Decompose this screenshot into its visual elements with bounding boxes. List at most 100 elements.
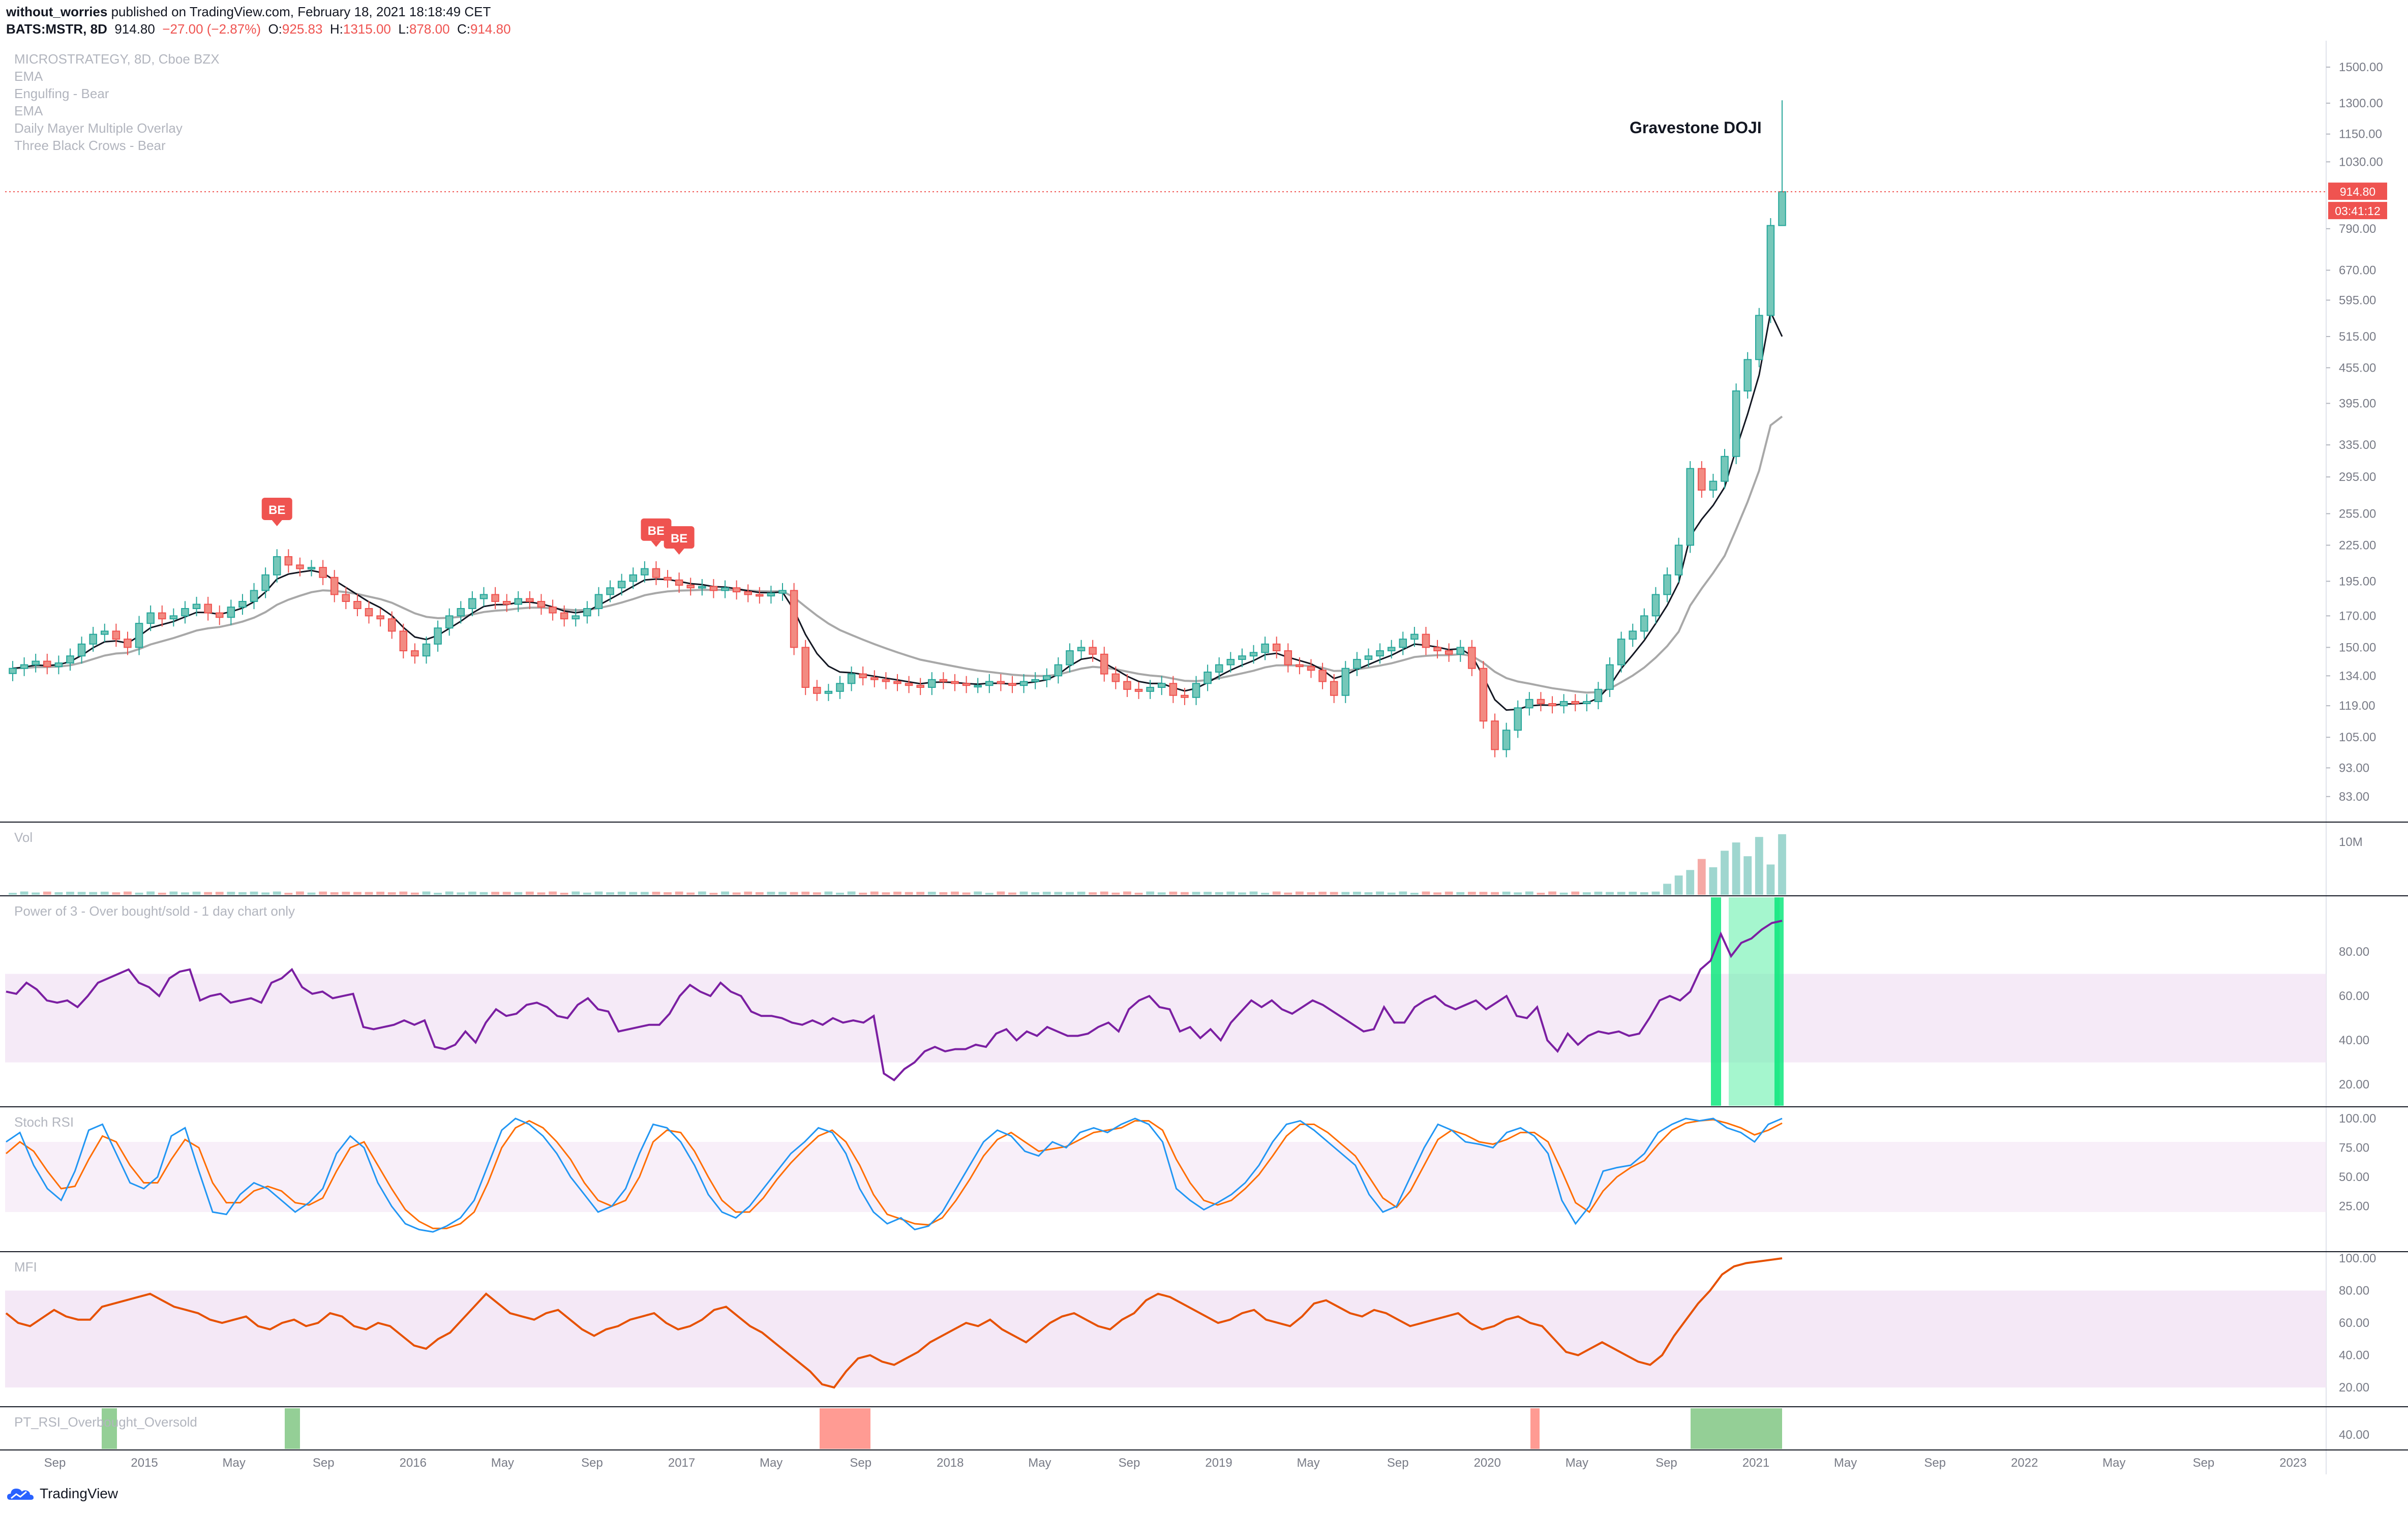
candle-body [1307, 666, 1315, 671]
volume-bar [399, 891, 408, 895]
volume-bar [1686, 870, 1695, 895]
volume-bar [847, 891, 856, 895]
volume-bar [1548, 891, 1556, 895]
tradingview-logo[interactable]: TradingView [6, 1485, 118, 1503]
candle-body [387, 618, 396, 632]
volume-bar [640, 892, 649, 895]
volume-bar [1077, 891, 1086, 895]
volume-bar [1284, 892, 1292, 895]
volume-bar [1640, 892, 1648, 895]
candle-body [1778, 191, 1786, 226]
candle-body [1134, 688, 1143, 692]
volume-bar [1571, 891, 1580, 895]
candle-body [479, 594, 488, 599]
time-tick-label: 2017 [668, 1456, 695, 1470]
price-axis[interactable]: 914.80 03:41:12 1500.00 1300.00 1150.00 1030.… [2326, 60, 2387, 1442]
open-value: 925.83 [282, 21, 323, 37]
volume-bar [238, 892, 247, 895]
volume-bar [606, 892, 614, 895]
candle-body [617, 581, 626, 589]
volume-bar [77, 892, 86, 895]
last-price: 914.80 [114, 21, 155, 37]
volume-pane[interactable] [9, 834, 1786, 895]
time-tick-label: Sep [1656, 1456, 1677, 1470]
time-tick-label: Sep [44, 1456, 66, 1470]
candle-body [549, 607, 557, 614]
volume-bar [434, 893, 442, 895]
candle-body [181, 608, 189, 617]
candle-body [1238, 655, 1246, 660]
candle-body [43, 660, 51, 668]
time-tick-label: Sep [313, 1456, 335, 1470]
volume-bar [1307, 892, 1315, 895]
mfi-pane[interactable] [5, 1257, 2326, 1389]
price-pane[interactable]: BE BE BE Gravestone DOJI [5, 100, 2326, 758]
volume-bar [836, 892, 844, 895]
legend-item: Daily Mayer Multiple Overlay [14, 120, 183, 136]
candle-body [1353, 659, 1361, 669]
be-signal-pointer [674, 549, 684, 555]
volume-bar [169, 891, 178, 895]
volume-bar [1134, 892, 1143, 895]
volume-bar [1559, 892, 1568, 895]
be-signal-box [261, 497, 292, 520]
time-tick-label: May [222, 1456, 245, 1470]
candle-body [1456, 647, 1465, 655]
time-tick-label: 2016 [400, 1456, 427, 1470]
volume-bar [445, 891, 454, 895]
volume-bar [365, 892, 373, 895]
volume-bar [1444, 891, 1453, 895]
legend-item: Three Black Crows - Bear [14, 138, 166, 153]
be-signal-marker: BE [641, 518, 672, 547]
candle-body [1054, 664, 1063, 677]
candle-body [962, 683, 971, 686]
time-tick-label: May [491, 1456, 514, 1470]
volume-bar [43, 891, 51, 895]
candle-body [1674, 544, 1683, 576]
time-axis[interactable]: Sep 2015 May Sep 2016 May Sep 2017 May Sep 2018 May… [44, 1456, 2307, 1470]
volume-bar [502, 892, 511, 895]
volume-bar [927, 892, 936, 895]
legend-item: EMA [14, 69, 43, 84]
pt-rsi-highlight [285, 1408, 300, 1449]
candle-body [1157, 683, 1166, 688]
price-tick-label: 1500.00 [2339, 60, 2383, 74]
candle-body [1318, 670, 1327, 682]
vol-label: Vol [14, 830, 33, 845]
candle-body [124, 639, 132, 648]
price-tick-label: 670.00 [2339, 264, 2376, 278]
pt-rsi-pane[interactable] [102, 1408, 1782, 1449]
volume-bar [261, 892, 270, 895]
stoch-rsi-pane[interactable] [5, 1117, 2326, 1233]
candle-body [273, 556, 281, 576]
volume-bar [675, 891, 683, 895]
symbol-label[interactable]: BATS:MSTR, 8D [6, 21, 107, 37]
power-of-3-pane[interactable] [5, 897, 2326, 1106]
volume-bar [250, 891, 258, 895]
pt-rsi-highlight [1691, 1408, 1782, 1449]
pane-labels: MICROSTRATEGY, 8D, Cboe BZX EMA Engulfing … [14, 51, 295, 1430]
candle-body [537, 601, 546, 608]
volume-bar [387, 892, 396, 895]
time-tick-label: Sep [1119, 1456, 1140, 1470]
volume-bar [1582, 892, 1591, 895]
volume-bar [549, 891, 557, 895]
volume-bar [411, 892, 419, 895]
volume-bar [1766, 864, 1775, 895]
candle-body [767, 592, 775, 597]
price-tick-label: 455.00 [2339, 361, 2376, 375]
price-tick-label: 105.00 [2339, 731, 2376, 744]
author-name[interactable]: without_worries [6, 4, 108, 19]
candle-body [422, 643, 431, 657]
volume-bar [525, 891, 534, 895]
volume-bar [1422, 891, 1430, 895]
volume-bar [594, 891, 603, 895]
candle-body [9, 668, 17, 674]
volume-bar [20, 891, 28, 895]
candle-body [1296, 664, 1304, 668]
candle-body [790, 590, 798, 648]
volume-bar [215, 892, 224, 895]
volume-bar [1709, 867, 1718, 895]
volume-bar [1296, 891, 1304, 895]
